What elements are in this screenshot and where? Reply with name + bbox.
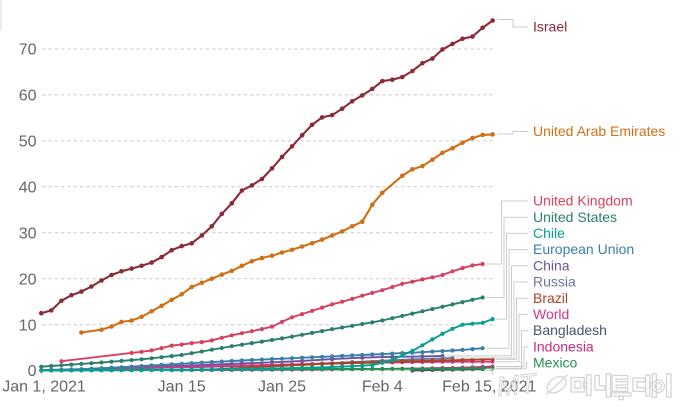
svg-text:MT: MT [495,368,539,402]
svg-text:United Kingdom: United Kingdom [533,193,633,209]
svg-text:60: 60 [19,88,37,105]
svg-text:World: World [533,306,569,322]
svg-text:40: 40 [19,179,37,196]
svg-text:0: 0 [28,363,37,380]
svg-text:Bangladesh: Bangladesh [533,322,607,338]
svg-text:20: 20 [19,271,37,288]
svg-text:Brazil: Brazil [533,290,568,306]
svg-text:Mexico: Mexico [533,355,578,371]
svg-text:30: 30 [19,225,37,242]
svg-text:Jan 1, 2021: Jan 1, 2021 [2,379,86,396]
svg-text:Indonesia: Indonesia [533,338,594,354]
svg-text:United Arab Emirates: United Arab Emirates [533,123,665,139]
svg-text:Feb 15, 2021: Feb 15, 2021 [442,379,536,396]
svg-text:United States: United States [533,209,617,225]
svg-text:Feb 4: Feb 4 [362,379,403,396]
svg-text:10: 10 [19,317,37,334]
svg-text:70: 70 [19,42,37,59]
svg-text:Chile: Chile [533,225,565,241]
svg-text:China: China [533,257,570,273]
svg-text:Russia: Russia [533,274,576,290]
svg-text:Jan 25: Jan 25 [258,379,306,396]
svg-text:Jan 15: Jan 15 [158,379,206,396]
svg-text:50: 50 [19,134,37,151]
svg-text:Israel: Israel [533,19,567,35]
svg-text:European Union: European Union [533,241,634,257]
